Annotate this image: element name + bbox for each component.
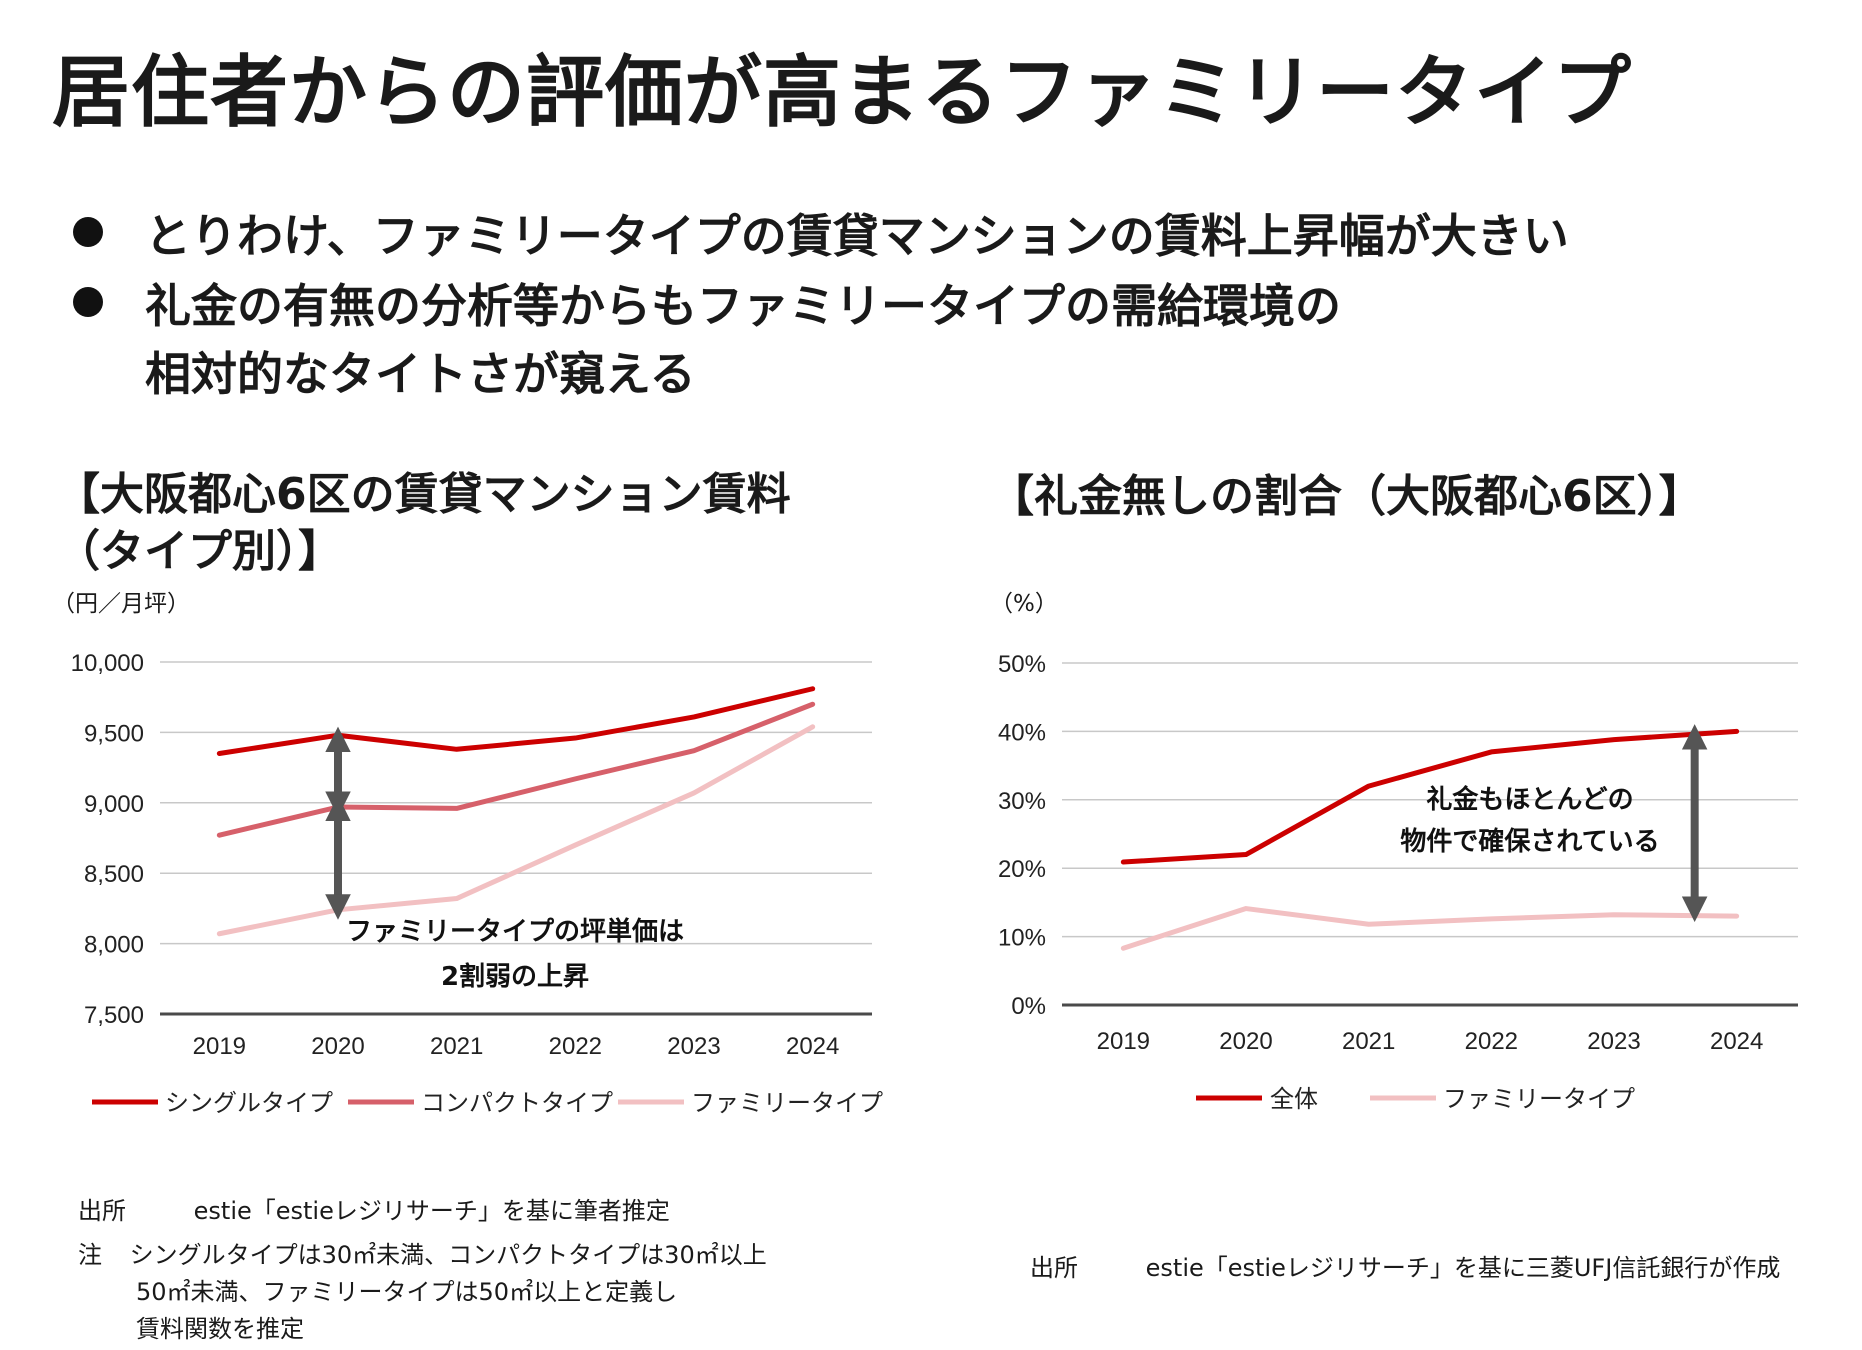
left-note-line1: シングルタイプは30㎡未満、コンパクトタイプは30㎡以上 [129, 1241, 767, 1269]
right-annotation-line2: 物件で確保されている [1400, 826, 1659, 857]
bullet-dot-1 [73, 217, 103, 247]
right-chart-ytick-label: 0% [1011, 993, 1046, 1020]
right-source: 出所 estie「estieレジリサーチ」を基に三菱UFJ信託銀行が作成 [1030, 1250, 1780, 1287]
right-chart-heading: 【礼金無しの割合（大阪都心6区）】 [990, 471, 1703, 522]
bullet-1: とりわけ、ファミリータイプの賃貸マンションの賃料上昇幅が大きい [145, 209, 1569, 263]
left-legend: シングルタイプ コンパクトタイプ ファミリータイプ [92, 1089, 883, 1117]
right-chart-xtick-label: 2023 [1587, 1028, 1640, 1055]
right-chart-ytick-label: 40% [998, 719, 1046, 746]
page-title: 居住者からの評価が高まるファミリータイプ [52, 48, 1633, 138]
legend-label-compact: コンパクトタイプ [421, 1089, 613, 1117]
left-chart-xtick-label: 2020 [311, 1033, 364, 1060]
left-chart-ytick-label: 8,500 [84, 861, 144, 888]
right-chart-xtick-label: 2021 [1342, 1028, 1395, 1055]
legend-label-overall: 全体 [1270, 1085, 1318, 1113]
right-chart-series-line-0 [1120, 728, 1740, 865]
left-chart-xtick-label: 2019 [193, 1033, 246, 1060]
right-chart-ytick-label: 10% [998, 925, 1046, 952]
bullet-2-cont: 相対的なタイトさが窺える [145, 347, 696, 401]
right-chart-xtick-label: 2020 [1219, 1028, 1272, 1055]
left-chart-heading-1: 【大阪都心6区の賃貸マンション賃料 [56, 469, 791, 520]
left-chart-ytick-label: 9,500 [84, 720, 144, 747]
right-chart-series-line-1 [1120, 906, 1740, 951]
left-source: 出所 estie「estieレジリサーチ」を基に筆者推定 [78, 1193, 670, 1230]
legend-label-single: シングルタイプ [165, 1089, 333, 1117]
left-chart-ytick-label: 8,000 [84, 932, 144, 959]
left-note-line3: 賃料関数を推定 [136, 1315, 304, 1344]
left-note-line2: 50㎡未満、ファミリータイプは50㎡以上と定義し [136, 1278, 678, 1307]
rent-by-type-chart: 7,500 8,000 8,500 9,000 9,500 10,000 2019 2020 2… [71, 650, 872, 1060]
right-chart-unit: （%） [990, 591, 1058, 617]
right-chart-xtick-label: 2022 [1465, 1028, 1518, 1055]
left-source-text: estie「estieレジリサーチ」を基に筆者推定 [193, 1197, 670, 1225]
left-chart-series-line-1 [216, 701, 816, 838]
legend-label-family: ファミリータイプ [691, 1089, 883, 1117]
left-source-label: 出所 [78, 1197, 126, 1225]
left-note: 注 シングルタイプは30㎡未満、コンパクトタイプは30㎡以上 50㎡未満、ファミ… [78, 1237, 767, 1349]
no-key-money-ratio-chart: 0% 10% 20% 30% 40% 50% 2019 2020 2021 2022 2023 202… [998, 651, 1798, 1055]
right-source-label: 出所 [1030, 1254, 1078, 1282]
right-annotation-line1: 礼金もほとんどの [1426, 784, 1633, 815]
left-chart-ytick-label: 9,000 [84, 791, 144, 818]
right-chart-ytick-label: 30% [998, 788, 1046, 815]
right-chart-ytick-label: 20% [998, 856, 1046, 883]
right-chart-xtick-label: 2024 [1710, 1028, 1763, 1055]
right-source-text: estie「estieレジリサーチ」を基に三菱UFJ信託銀行が作成 [1145, 1254, 1781, 1282]
right-chart-xtick-label: 2019 [1097, 1028, 1150, 1055]
legend-label-family-right: ファミリータイプ [1443, 1085, 1635, 1113]
left-chart-series-line-2 [216, 724, 816, 937]
left-chart-xtick-label: 2024 [786, 1033, 839, 1060]
left-annotation-line1: ファミリータイプの坪単価は [346, 917, 684, 947]
bullet-2: 礼金の有無の分析等からもファミリータイプの需給環境の [145, 279, 1341, 333]
right-chart-ytick-label: 50% [998, 651, 1046, 678]
left-chart-heading-2: （タイプ別）】 [56, 526, 342, 577]
right-legend: 全体 ファミリータイプ [1196, 1085, 1635, 1113]
left-chart-ytick-label: 7,500 [84, 1002, 144, 1029]
left-chart-unit: （円／月坪） [52, 591, 190, 617]
left-chart-ytick-label: 10,000 [71, 650, 144, 677]
left-chart-xtick-label: 2023 [667, 1033, 720, 1060]
bullet-dot-2 [73, 287, 103, 317]
left-annotation-line2: 2割弱の上昇 [441, 961, 589, 992]
left-note-label: 注 [78, 1241, 102, 1269]
left-chart-xtick-label: 2021 [430, 1033, 483, 1060]
left-chart-xtick-label: 2022 [549, 1033, 602, 1060]
left-chart-series-line-0 [216, 686, 816, 757]
